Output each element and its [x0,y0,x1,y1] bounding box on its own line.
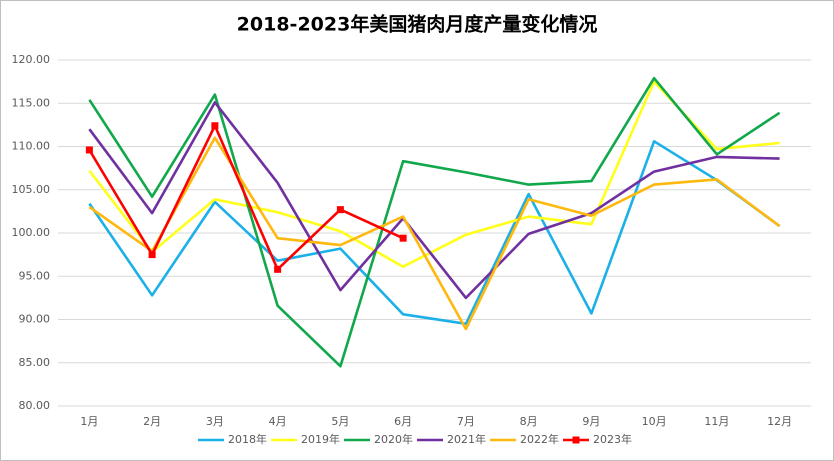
point-marker [85,146,93,154]
legend-label: 2018年 [228,432,267,446]
point-marker [274,265,282,273]
y-tick-label: 80.00 [19,399,51,412]
point-marker [336,206,344,214]
y-tick-label: 120.00 [12,53,51,66]
point-marker [211,122,219,130]
y-tick-label: 110.00 [12,140,51,153]
series-line [88,124,404,271]
y-tick-label: 105.00 [12,183,51,196]
legend-label: 2019年 [301,432,340,446]
legend-marker [572,436,580,444]
x-tick-label: 9月 [582,415,600,428]
chart-title: 2018-2023年美国猪肉月度产量变化情况 [237,13,598,36]
x-tick-label: 8月 [520,415,538,428]
series-line [88,76,781,368]
x-tick-label: 10月 [642,415,667,428]
x-tick-label: 11月 [704,415,729,428]
y-tick-label: 100.00 [12,226,51,239]
x-tick-label: 1月 [80,415,98,428]
legend-label: 2021年 [447,432,486,446]
legend-label: 2023年 [593,432,632,446]
series-line [88,101,780,300]
x-tick-label: 12月 [767,415,792,428]
x-tick-label: 5月 [331,415,349,428]
legend-label: 2020年 [374,432,413,446]
x-tick-label: 2月 [143,415,161,428]
series-line [88,140,781,326]
point-marker [399,234,407,242]
y-tick-label: 115.00 [12,96,51,109]
x-tick-label: 4月 [269,415,287,428]
x-tick-label: 3月 [206,415,224,428]
x-tick-label: 7月 [457,415,475,428]
y-tick-label: 95.00 [19,269,51,282]
point-marker [148,251,156,259]
series-line [88,136,781,331]
y-tick-label: 90.00 [19,313,51,326]
legend-label: 2022年 [520,432,559,446]
y-tick-label: 85.00 [19,356,51,369]
x-tick-label: 6月 [394,415,412,428]
